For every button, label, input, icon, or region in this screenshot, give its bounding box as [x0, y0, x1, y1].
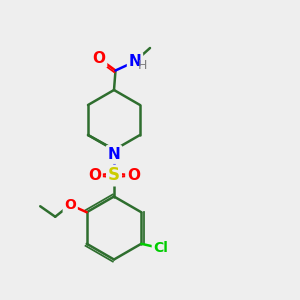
Text: O: O [64, 198, 76, 212]
Text: Cl: Cl [153, 241, 168, 255]
Text: N: N [108, 147, 120, 162]
Text: N: N [108, 147, 120, 162]
Text: O: O [92, 51, 106, 66]
Text: N: N [129, 54, 141, 69]
Text: S: S [108, 167, 120, 184]
Text: O: O [88, 168, 101, 183]
Text: H: H [138, 58, 147, 72]
Text: O: O [127, 168, 140, 183]
